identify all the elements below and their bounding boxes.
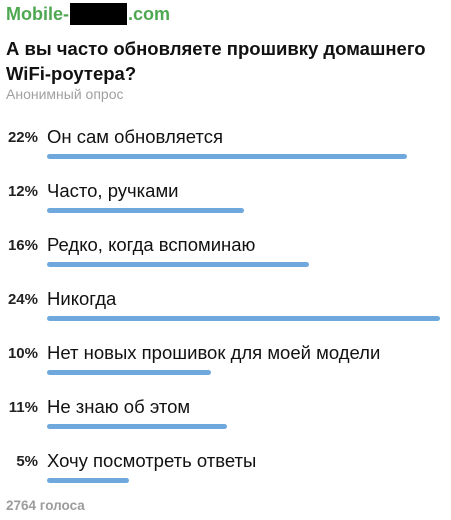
poll-option[interactable]: 5% Хочу посмотреть ответы [0, 450, 451, 501]
vote-count: 2764 голоса [6, 498, 85, 513]
option-text: Часто, ручками [47, 180, 179, 201]
option-bar [47, 370, 211, 375]
poll-option[interactable]: 12% Часто, ручками [0, 180, 451, 231]
option-percent: 12% [7, 183, 38, 200]
poll-option[interactable]: 10% Нет новых прошивок для моей модели [0, 342, 451, 393]
option-text: Не знаю об этом [47, 396, 191, 417]
option-bar [47, 316, 440, 321]
channel-name-suffix: .com [128, 3, 171, 24]
option-text: Нет новых прошивок для моей модели [47, 342, 381, 363]
option-text: Он сам обновляется [47, 126, 223, 147]
option-bar [47, 262, 309, 267]
option-percent: 16% [7, 237, 38, 254]
channel-name: Mobile- .com [6, 2, 170, 26]
poll-type-label: Анонимный опрос [6, 86, 124, 102]
option-percent: 10% [7, 345, 38, 362]
option-bar [47, 208, 244, 213]
option-bar [47, 154, 407, 159]
redacted-block [70, 3, 127, 25]
option-percent: 22% [7, 129, 38, 146]
poll-option[interactable]: 22% Он сам обновляется [0, 126, 451, 177]
option-text: Хочу посмотреть ответы [47, 450, 257, 471]
option-text: Никогда [47, 288, 117, 309]
poll-option[interactable]: 24% Никогда [0, 288, 451, 339]
poll-question: А вы часто обновляете прошивку домашнего… [6, 38, 426, 84]
option-percent: 5% [16, 453, 38, 470]
option-percent: 11% [8, 399, 38, 416]
poll-option[interactable]: 11% Не знаю об этом [0, 396, 451, 447]
option-bar [47, 478, 129, 483]
option-percent: 24% [7, 291, 38, 308]
poll-option[interactable]: 16% Редко, когда вспоминаю [0, 234, 451, 285]
option-text: Редко, когда вспоминаю [47, 234, 256, 255]
channel-name-prefix: Mobile- [6, 3, 69, 24]
option-bar [47, 424, 227, 429]
